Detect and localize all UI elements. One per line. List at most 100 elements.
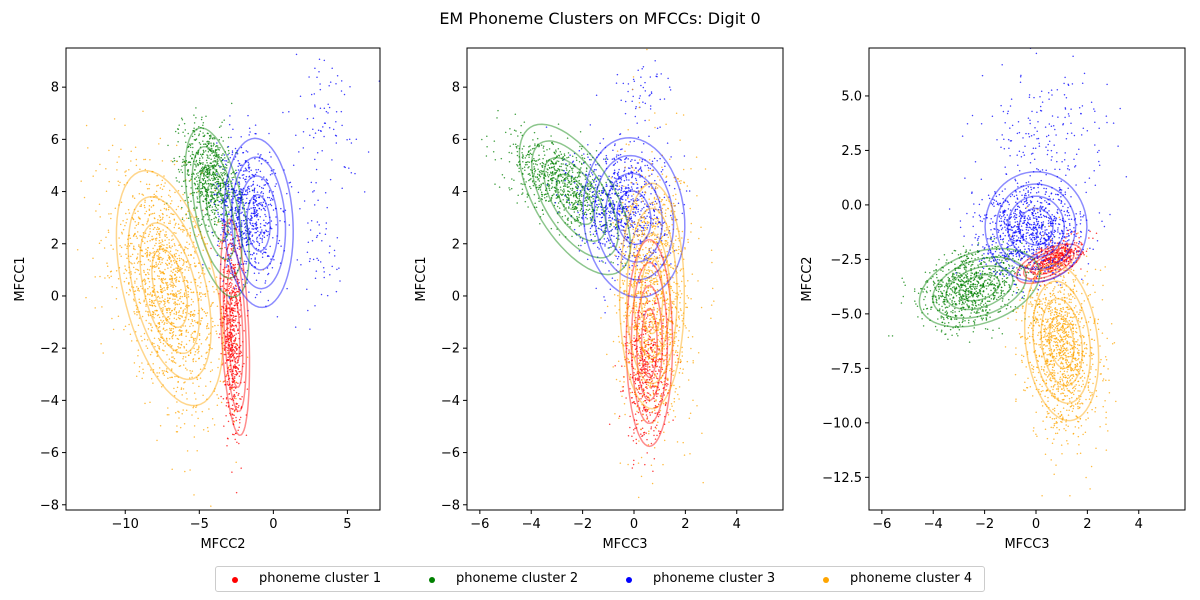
data-point	[174, 298, 176, 300]
data-point	[221, 159, 224, 161]
data-point	[159, 236, 161, 239]
data-point	[235, 432, 237, 435]
data-point	[177, 269, 179, 271]
data-point	[623, 170, 625, 173]
data-point	[197, 348, 200, 350]
data-point	[238, 213, 240, 215]
data-point	[279, 219, 281, 222]
data-point	[246, 227, 248, 229]
data-point	[165, 308, 168, 310]
data-point	[216, 333, 218, 335]
data-point	[259, 226, 262, 228]
data-point	[160, 272, 162, 274]
data-point	[207, 142, 209, 144]
data-point	[235, 391, 238, 394]
data-point	[152, 368, 155, 371]
data-point	[171, 309, 174, 312]
data-point	[205, 174, 207, 177]
data-point	[168, 307, 170, 309]
data-point	[209, 380, 212, 383]
data-point	[647, 352, 650, 355]
data-point	[201, 272, 203, 274]
data-point	[171, 356, 173, 358]
data-point	[230, 259, 233, 261]
data-point	[235, 408, 237, 410]
data-point	[211, 231, 213, 234]
data-point	[209, 347, 211, 349]
data-point	[223, 181, 226, 183]
data-point	[167, 254, 170, 256]
data-point	[259, 291, 262, 293]
data-point	[208, 349, 210, 351]
data-point	[570, 221, 573, 223]
data-point	[174, 349, 177, 352]
data-point	[254, 227, 256, 230]
data-point	[172, 322, 175, 325]
data-point	[636, 378, 638, 380]
data-point	[163, 249, 166, 252]
data-point	[203, 185, 205, 188]
data-point	[259, 237, 262, 240]
data-point	[226, 247, 229, 249]
data-point	[542, 182, 544, 185]
data-point	[153, 256, 155, 259]
data-point	[183, 155, 186, 158]
data-point	[231, 377, 234, 379]
data-point	[316, 152, 319, 154]
data-point	[261, 204, 263, 207]
data-point	[222, 185, 225, 187]
data-point	[537, 188, 540, 191]
data-point	[180, 268, 182, 271]
data-point	[152, 259, 154, 262]
data-point	[152, 252, 154, 254]
data-point	[130, 340, 133, 342]
data-point	[231, 177, 233, 179]
data-point	[229, 281, 232, 284]
data-point	[182, 388, 185, 390]
data-point	[514, 113, 517, 116]
data-point	[608, 423, 611, 426]
data-point	[230, 252, 232, 255]
data-point	[237, 355, 239, 358]
data-point	[238, 352, 240, 355]
data-point	[170, 285, 172, 287]
data-point	[151, 224, 154, 226]
data-point	[234, 296, 237, 299]
data-point	[637, 354, 639, 356]
data-point	[198, 346, 200, 349]
data-point	[267, 299, 270, 302]
data-point	[181, 394, 183, 396]
data-point	[232, 349, 234, 351]
data-point	[146, 254, 149, 256]
data-point	[173, 302, 175, 304]
data-point	[238, 185, 241, 187]
data-point	[572, 178, 575, 181]
data-point	[664, 165, 666, 168]
data-point	[584, 178, 587, 181]
data-point	[267, 182, 269, 185]
data-point	[164, 345, 166, 347]
data-point	[144, 402, 146, 405]
data-point	[209, 332, 212, 334]
data-point	[178, 311, 180, 314]
data-point	[229, 242, 231, 244]
data-point	[541, 161, 544, 164]
data-point	[539, 189, 542, 191]
data-point	[529, 152, 532, 155]
data-point	[234, 310, 236, 312]
data-point	[222, 153, 224, 155]
data-point	[649, 293, 652, 295]
data-point	[645, 395, 648, 397]
data-point	[223, 201, 225, 204]
data-point	[253, 196, 255, 199]
data-point	[239, 177, 241, 179]
data-point	[155, 237, 158, 239]
data-point	[198, 170, 201, 173]
data-point	[163, 349, 165, 352]
data-point	[196, 215, 198, 218]
data-point	[575, 156, 578, 159]
data-point	[162, 257, 164, 260]
data-point	[148, 209, 151, 211]
data-point	[151, 342, 154, 344]
